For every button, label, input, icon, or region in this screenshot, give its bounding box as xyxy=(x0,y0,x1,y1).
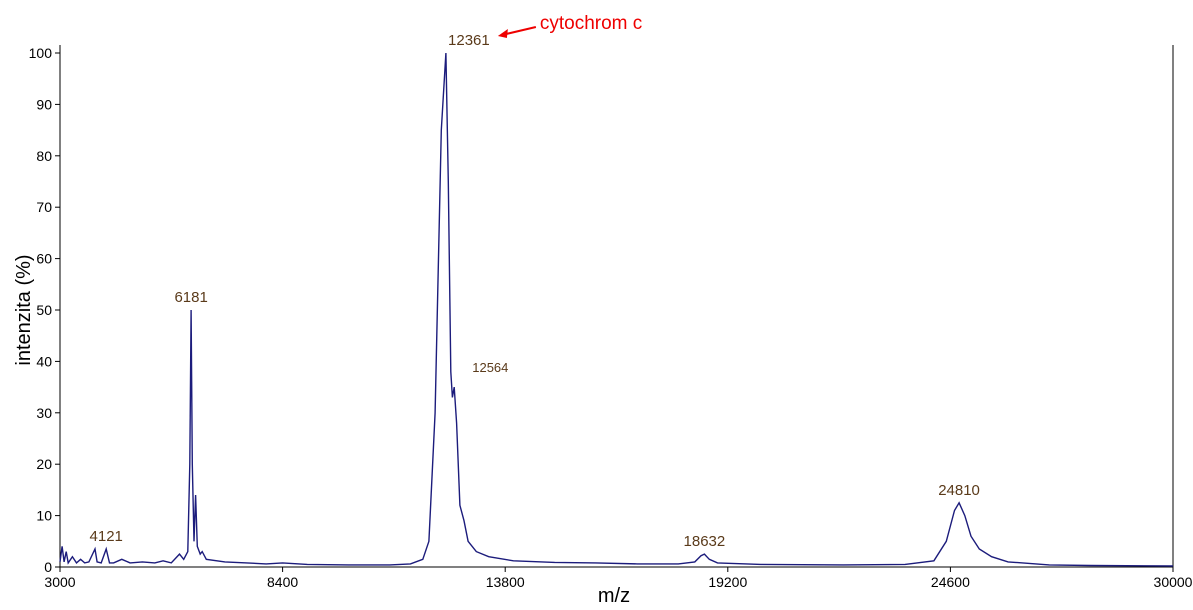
y-tick-label: 90 xyxy=(36,96,52,112)
y-tick-label: 0 xyxy=(44,559,52,575)
y-tick-label: 80 xyxy=(36,148,52,164)
x-tick-label: 8400 xyxy=(267,574,298,590)
y-axis-label: intenzita (%) xyxy=(13,254,35,365)
callout-arrowhead xyxy=(497,29,508,38)
spectrum-line xyxy=(59,52,1174,567)
x-tick-label: 3000 xyxy=(44,574,75,590)
peak-label: 24810 xyxy=(938,482,980,499)
y-tick-label: 70 xyxy=(36,199,52,215)
peak-label: 12361 xyxy=(448,32,490,49)
y-tick-label: 100 xyxy=(29,45,53,61)
peak-label: 4121 xyxy=(90,528,123,545)
callout-arrow xyxy=(501,26,537,36)
y-tick-label: 30 xyxy=(36,405,52,421)
x-tick-label: 19200 xyxy=(708,574,747,590)
y-tick-label: 50 xyxy=(36,302,52,318)
x-tick-label: 30000 xyxy=(1154,574,1193,590)
y-tick-label: 10 xyxy=(36,508,52,524)
peak-label: 6181 xyxy=(174,289,207,306)
y-tick-label: 20 xyxy=(36,456,52,472)
callout-label: cytochrom c xyxy=(540,13,642,34)
peak-label: 12564 xyxy=(472,360,508,375)
peak-label: 18632 xyxy=(684,533,726,550)
x-tick-label: 24600 xyxy=(931,574,970,590)
y-tick-label: 40 xyxy=(36,353,52,369)
x-axis-label: m/z xyxy=(598,585,630,607)
y-tick-label: 60 xyxy=(36,251,52,267)
x-tick-label: 13800 xyxy=(486,574,525,590)
